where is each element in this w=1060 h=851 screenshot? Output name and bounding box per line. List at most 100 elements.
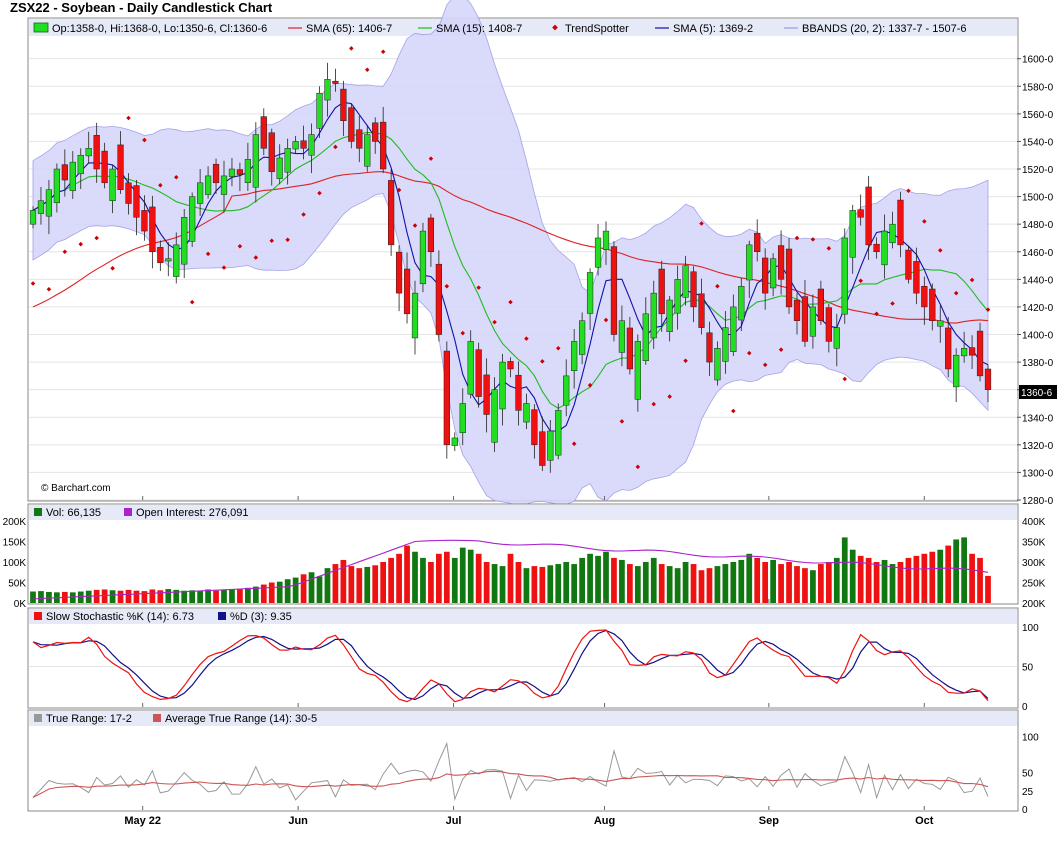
price-tick-label: 1340-0	[1022, 413, 1054, 424]
candle-body	[523, 403, 530, 423]
volume-bar	[547, 565, 554, 603]
candle-body	[419, 230, 427, 285]
volume-bar	[762, 562, 769, 603]
candle-body	[443, 350, 450, 446]
candle-body	[674, 279, 681, 314]
volume-bar	[857, 555, 864, 603]
candle-body	[698, 293, 705, 328]
oi-tick-right: 250K	[1022, 579, 1046, 590]
volume-bar	[746, 553, 753, 603]
volume-bar	[650, 557, 657, 603]
candle-body	[284, 148, 291, 173]
oi-tick-right: 400K	[1022, 517, 1046, 528]
volume-bar	[690, 564, 697, 603]
volume-bar	[722, 564, 729, 603]
stoch-d-line	[32, 629, 989, 701]
stoch-k-line	[32, 629, 989, 703]
candle-body	[125, 182, 132, 204]
volume-bar	[921, 553, 928, 603]
candle-body	[85, 148, 92, 157]
volume-bar	[611, 557, 617, 603]
volume-bar	[499, 566, 506, 603]
trendspotter-marker	[619, 419, 625, 424]
ohlc-legend: Op:1358-0, Hi:1368-0, Lo:1350-6, Cl:1360…	[52, 23, 267, 35]
trendspotter-marker	[683, 358, 688, 363]
volume-bar	[396, 553, 402, 603]
volume-bar	[881, 559, 888, 603]
candle-body	[825, 307, 832, 342]
candle-body	[260, 116, 267, 149]
price-tick-label: 1580-0	[1022, 82, 1054, 93]
candle-body	[953, 354, 960, 388]
volume-bar	[658, 564, 665, 603]
candle-body	[165, 258, 172, 262]
candle-body	[682, 265, 689, 298]
volume-bar	[563, 562, 570, 603]
candle-body	[658, 268, 665, 315]
price-tick-label: 1280-0	[1022, 496, 1054, 507]
candle-body	[793, 299, 801, 321]
volume-bar	[372, 565, 379, 603]
trendspotter-marker	[890, 301, 895, 306]
trendspotter-marker	[221, 265, 227, 270]
volume-bar	[929, 551, 936, 603]
price-legend-band	[29, 19, 1017, 36]
candle-body	[865, 186, 872, 246]
trendspotter-marker	[492, 319, 497, 325]
candle-body	[133, 185, 140, 218]
volume-bar	[523, 568, 530, 603]
candle-body	[499, 361, 506, 410]
candle-body	[849, 210, 856, 258]
candle-body	[929, 288, 936, 321]
candle-body	[380, 121, 387, 170]
candle-body	[403, 268, 411, 315]
volume-bar	[364, 566, 371, 603]
volume-bar	[149, 589, 156, 603]
volume-bar	[682, 562, 689, 603]
volume-bar	[69, 592, 76, 603]
trendspotter-marker	[540, 359, 545, 364]
tr-tick-label: 100	[1022, 732, 1039, 743]
volume-bar	[905, 557, 912, 603]
candle-body	[650, 292, 657, 339]
volume-bar	[109, 590, 116, 603]
trendspotter-marker	[94, 235, 99, 241]
sma65-legend: SMA (65): 1406-7	[306, 23, 392, 35]
x-axis-label: May 22	[124, 815, 161, 827]
volume-bar	[865, 557, 872, 603]
trendspotter-marker	[508, 299, 513, 305]
true-range-line	[32, 741, 989, 802]
volume-bar	[818, 564, 824, 603]
volume-bar	[133, 590, 140, 603]
candle-body	[968, 347, 976, 356]
volume-bar	[308, 572, 315, 603]
candle-body	[356, 129, 363, 149]
volume-bar	[332, 564, 339, 603]
candle-body	[173, 244, 180, 277]
volume-tick-left: 0K	[14, 599, 27, 610]
candle-body	[93, 134, 100, 170]
volume-bar	[467, 549, 474, 603]
volume-bar	[770, 559, 776, 603]
candle-body	[714, 348, 721, 381]
price-tick-label: 1380-0	[1022, 358, 1054, 369]
stoch-tick-label: 50	[1022, 663, 1034, 674]
atr-legend: Average True Range (14): 30-5	[165, 713, 317, 725]
trendspotter-marker	[874, 311, 879, 317]
x-axis-label: Oct	[915, 815, 934, 827]
volume-bar	[125, 589, 132, 603]
stoch-legend: Slow Stochastic %K (14): 6.73 %D (3): 9.…	[34, 611, 292, 623]
candle-body	[483, 374, 490, 415]
x-axis-label: Sep	[759, 815, 779, 827]
price-tick-label: 1560-0	[1022, 110, 1054, 121]
candle-body	[467, 341, 474, 395]
candle-body	[618, 320, 626, 353]
candle-body	[220, 175, 228, 195]
oi-tick-right: 200K	[1022, 599, 1046, 610]
trendspotter-marker	[317, 190, 322, 196]
volume-bar	[173, 589, 180, 603]
candle-body	[754, 232, 761, 253]
oi-tick-right: 350K	[1022, 538, 1046, 549]
candle-body	[61, 164, 68, 181]
volume-bar	[945, 545, 952, 603]
